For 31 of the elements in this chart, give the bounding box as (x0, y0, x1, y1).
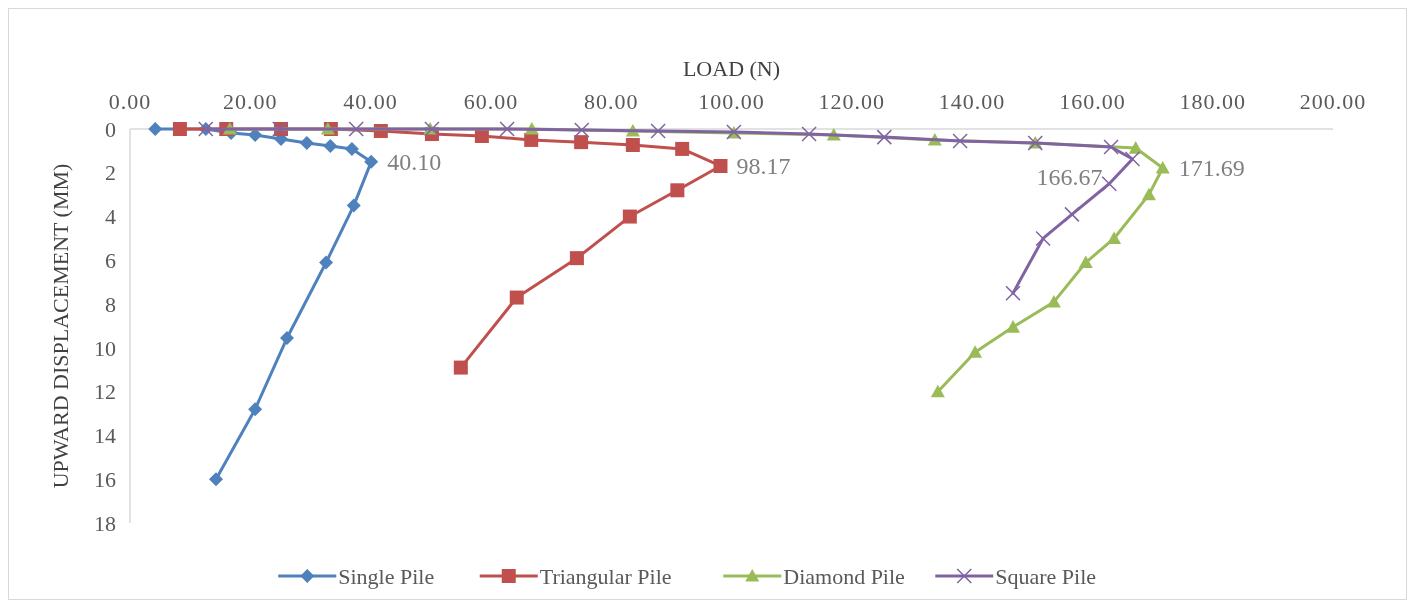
legend-label: Triangular Pile (539, 563, 672, 589)
y-tick-label: 10 (94, 335, 116, 361)
annotation: 171.69 (1178, 154, 1245, 181)
y-tick-label: 16 (94, 466, 116, 492)
y-tick-label: 4 (105, 204, 116, 230)
x-tick-label: 80.00 (583, 89, 639, 114)
y-tick-label: 6 (105, 248, 116, 274)
annotation: 98.17 (736, 152, 791, 179)
y-tick-label: 12 (94, 379, 116, 405)
y-tick-label: 14 (94, 423, 116, 449)
legend-label: Diamond Pile (783, 563, 905, 589)
x-tick-label: 160.00 (1059, 89, 1126, 114)
legend-label: Square Pile (995, 563, 1097, 589)
annotation: 166.67 (1036, 163, 1103, 190)
x-tick-label: 20.00 (223, 89, 278, 114)
y-tick-label: 2 (105, 160, 116, 186)
annotation: 40.10 (387, 148, 442, 175)
x-tick-label: 60.00 (463, 89, 519, 114)
y-tick-label: 18 (94, 510, 116, 536)
x-tick-label: 0.00 (108, 89, 152, 114)
x-tick-label: 100.00 (698, 89, 765, 114)
x-tick-label: 140.00 (938, 89, 1006, 114)
x-tick-label: 200.00 (1299, 89, 1367, 114)
x-tick-label: 120.00 (818, 89, 886, 114)
x-tick-label: 180.00 (1179, 89, 1246, 114)
y-tick-label: 8 (105, 291, 116, 317)
y-axis-title: UPWARD DISPLACEMENT (MM) (48, 163, 73, 489)
y-tick-label: 0 (105, 116, 116, 142)
x-tick-label: 40.00 (343, 89, 398, 114)
x-axis-title: LOAD (N) (682, 56, 781, 81)
legend-label: Single Pile (338, 563, 435, 589)
